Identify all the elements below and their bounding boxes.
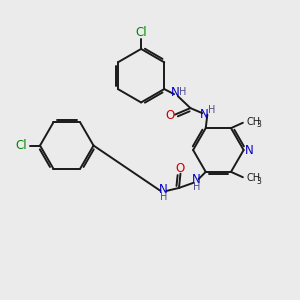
Text: N: N xyxy=(159,183,168,196)
Text: 3: 3 xyxy=(256,120,261,129)
Text: N: N xyxy=(245,143,254,157)
Text: H: H xyxy=(208,105,215,115)
Text: N: N xyxy=(171,85,180,98)
Text: N: N xyxy=(200,108,208,121)
Text: H: H xyxy=(193,182,200,192)
Text: N: N xyxy=(192,173,201,186)
Text: CH: CH xyxy=(246,117,261,127)
Text: Cl: Cl xyxy=(135,26,147,39)
Text: H: H xyxy=(179,87,186,97)
Text: Cl: Cl xyxy=(15,139,26,152)
Text: 3: 3 xyxy=(256,177,261,186)
Text: H: H xyxy=(160,192,167,202)
Text: O: O xyxy=(166,109,175,122)
Text: O: O xyxy=(176,162,185,175)
Text: CH: CH xyxy=(246,173,261,183)
